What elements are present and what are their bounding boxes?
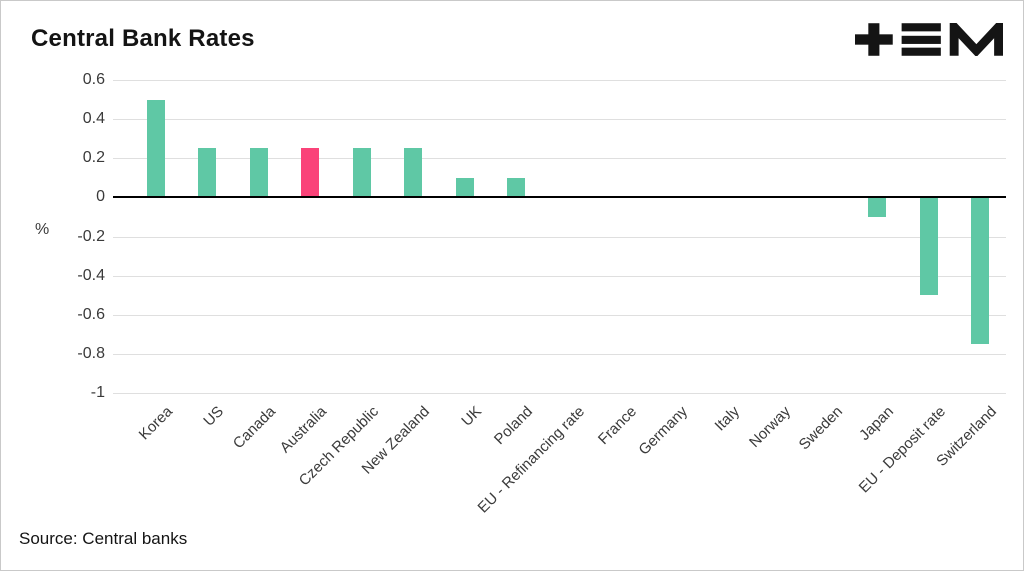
tem-logo	[855, 23, 1003, 56]
gridline	[113, 236, 1006, 238]
bar-switzerland	[971, 197, 990, 345]
bar-uk	[455, 177, 474, 198]
gridline	[113, 119, 1006, 121]
gridline	[113, 393, 1006, 394]
y-tick-label: 0.2	[82, 149, 105, 167]
bar-japan	[868, 197, 887, 217]
bar-czech-republic	[352, 148, 371, 198]
y-tick-label: -0.8	[77, 344, 105, 362]
y-tick-label: 0.4	[82, 110, 105, 128]
y-tick-label: 0	[96, 188, 105, 206]
bar-poland	[507, 177, 526, 198]
source-note: Source: Central banks	[19, 529, 188, 548]
bar-new-zealand	[404, 148, 423, 198]
gridline	[113, 314, 1006, 316]
y-tick-label: 0.6	[82, 71, 105, 88]
y-tick-label: -0.6	[77, 305, 105, 323]
bar-korea	[146, 99, 165, 198]
bar-canada	[249, 148, 268, 198]
gridline	[113, 353, 1006, 355]
y-tick-label: -1	[90, 384, 105, 401]
bar-us	[198, 148, 217, 198]
chart-title: Central Bank Rates	[31, 25, 255, 52]
bar-eu-deposit-rate	[919, 197, 938, 296]
y-tick-label: -0.4	[77, 266, 105, 284]
gridline	[113, 158, 1006, 160]
zero-axis-line	[113, 196, 1006, 199]
gridline	[113, 80, 1006, 81]
bar-australia	[301, 148, 320, 198]
gridline	[113, 275, 1006, 277]
y-tick-label: -0.2	[77, 227, 105, 245]
y-axis-label: %	[35, 221, 50, 238]
